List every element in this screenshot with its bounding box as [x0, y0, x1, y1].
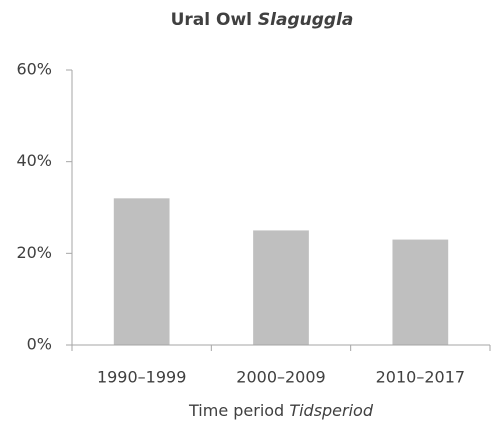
chart-title: Ural Owl Slaguggla: [171, 10, 354, 30]
y-tick-label: 20%: [16, 243, 52, 262]
bar: [253, 230, 309, 345]
x-tick-label: 2010–2017: [376, 368, 465, 387]
y-tick-label: 60%: [16, 60, 52, 79]
x-tick-label: 2000–2009: [236, 368, 325, 387]
x-label-italic: Tidsperiod: [289, 401, 374, 420]
y-tick-label: 0%: [27, 335, 52, 354]
bar: [392, 239, 449, 345]
x-tick-label: 1990–1999: [97, 368, 186, 387]
y-tick-label: 40%: [16, 151, 52, 170]
title-italic: Slaguggla: [258, 10, 353, 30]
x-label-main: Time period: [188, 401, 284, 420]
bar: [113, 198, 170, 345]
x-axis-label: Time period Tidsperiod: [188, 401, 374, 420]
title-main: Ural Owl: [171, 10, 252, 30]
